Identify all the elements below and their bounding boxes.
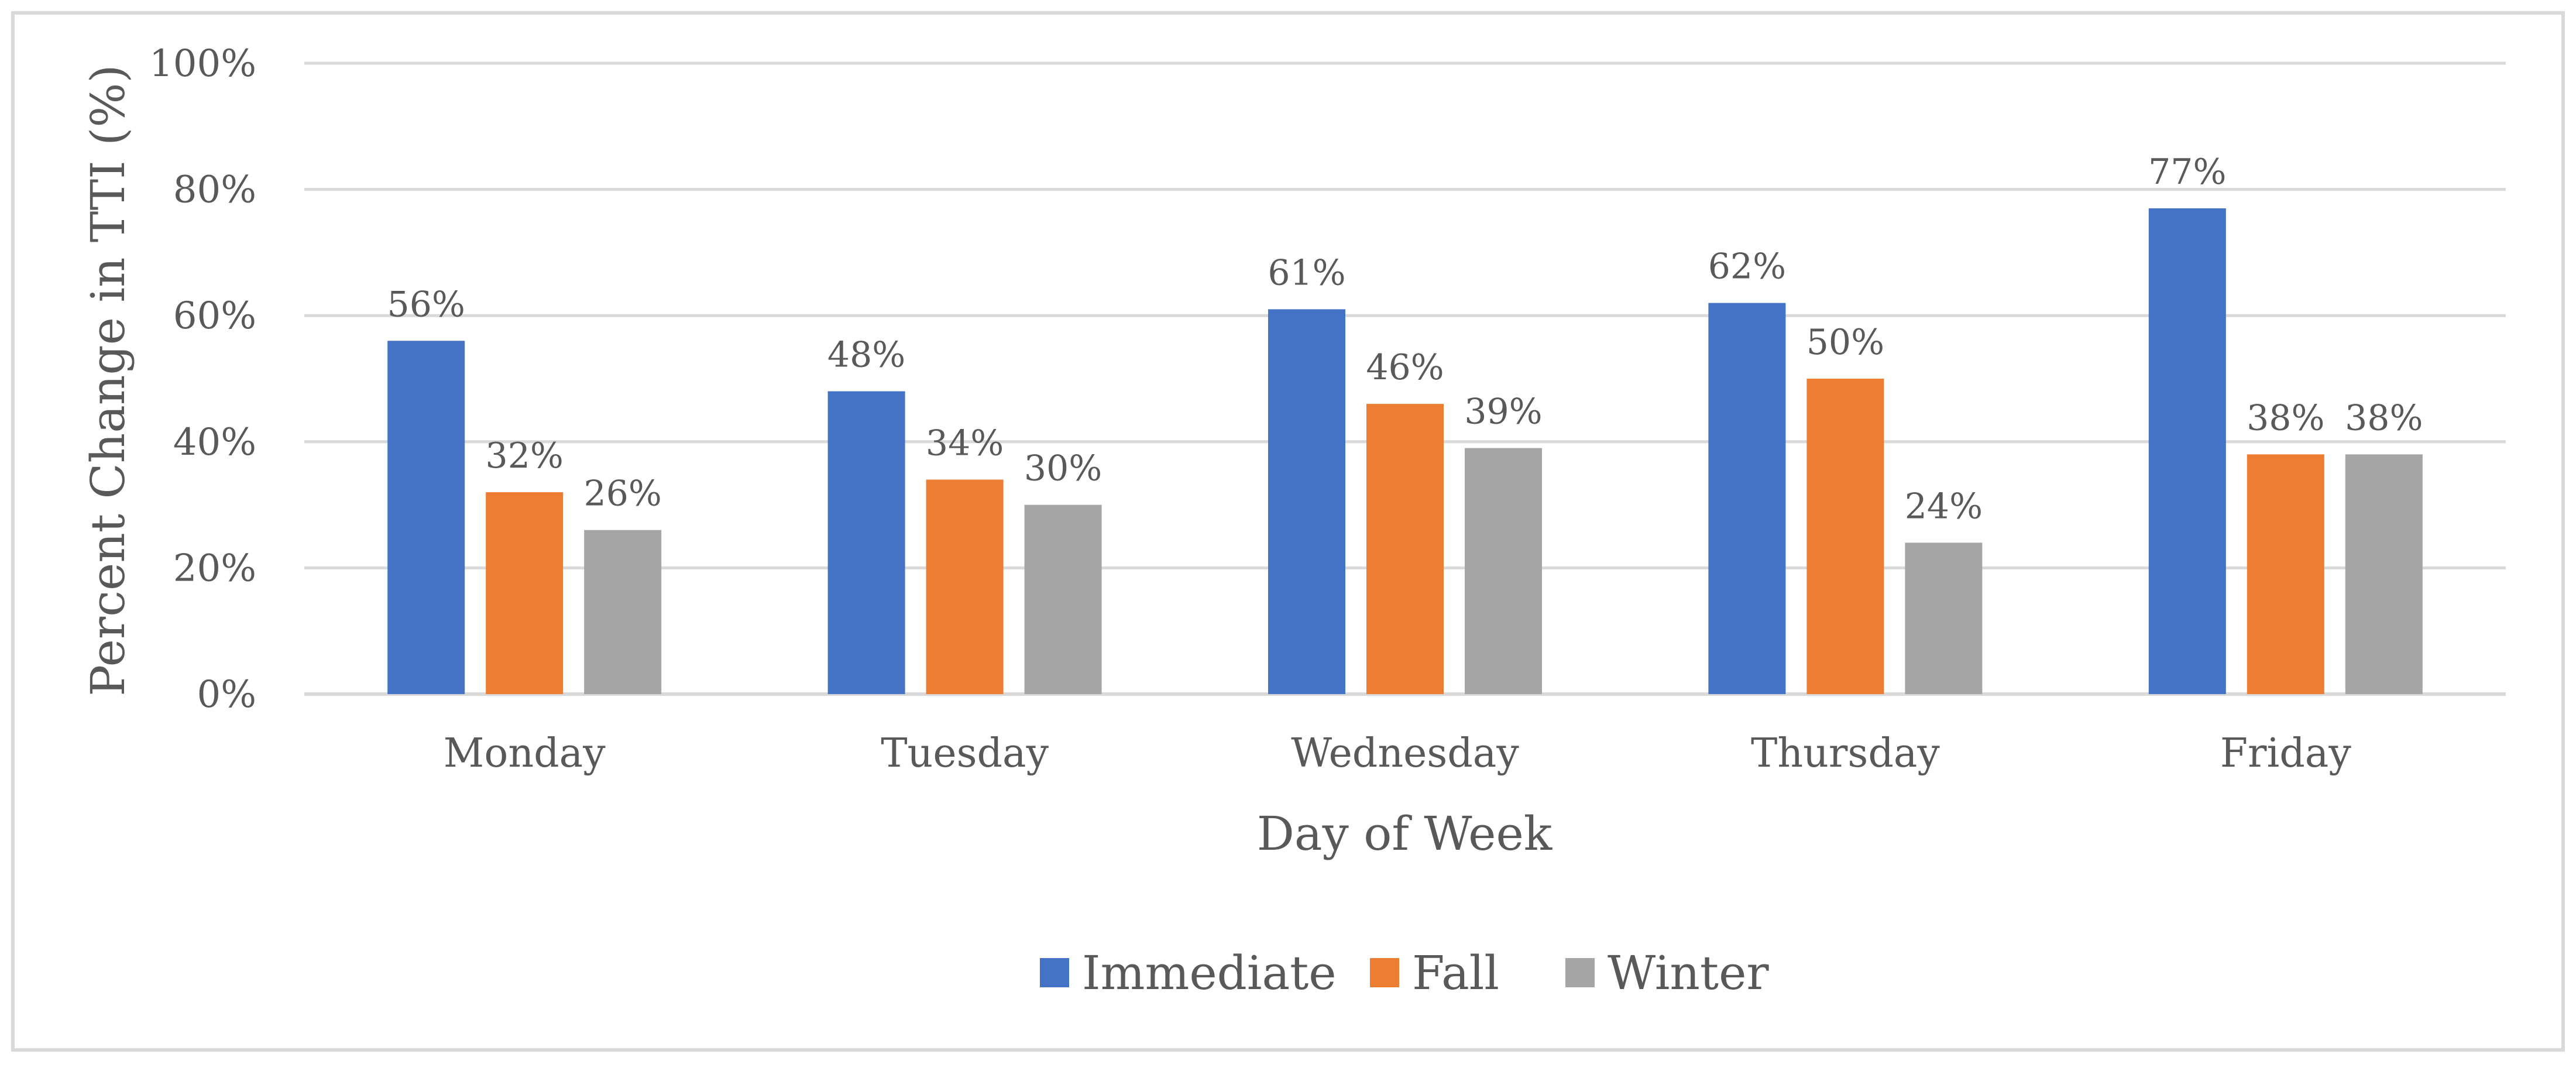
data-label: 34% [926,423,1004,464]
y-axis-title: Percent Change in TTI (%) [81,64,135,696]
x-axis-title: Day of Week [1257,806,1553,861]
data-label: 38% [2345,397,2423,438]
y-tick-label: 80% [173,169,256,212]
bar-immediate-tuesday [827,391,905,694]
bar-winter-wednesday [1465,448,1542,694]
data-label: 50% [1806,322,1884,363]
data-label: 77% [2148,152,2226,193]
legend-swatch-winter [1565,958,1595,987]
data-label: 38% [2247,397,2324,438]
y-axis-ticks: 0% 20% 40% 60% 80% 100% [149,42,256,716]
data-label: 46% [1366,347,1444,388]
y-tick-label: 100% [149,42,256,85]
legend-label-immediate: Immediate [1082,946,1337,1000]
legend: Immediate Fall Winter [1040,946,1769,1000]
x-tick-label: Wednesday [1291,730,1519,777]
data-label: 26% [584,473,662,514]
gridlines [304,61,2506,696]
bar-winter-friday [2345,454,2423,694]
x-tick-label: Tuesday [881,730,1049,777]
legend-label-fall: Fall [1412,946,1499,1000]
bars [387,208,2423,694]
bar-immediate-monday [387,341,465,694]
bar-winter-monday [584,530,662,694]
data-label: 61% [1268,252,1345,293]
x-tick-label: Friday [2220,730,2352,777]
data-label: 62% [1708,246,1786,287]
x-tick-label: Thursday [1751,730,1940,777]
x-axis-ticks: Monday Tuesday Wednesday Thursday Friday [444,730,2352,777]
bar-immediate-friday [2148,208,2226,694]
y-tick-label: 40% [173,421,256,464]
bar-fall-tuesday [926,479,1004,694]
bar-fall-friday [2247,454,2324,694]
data-label: 56% [387,284,465,325]
bar-immediate-wednesday [1268,309,1345,694]
y-tick-label: 0% [197,673,256,716]
legend-swatch-immediate [1040,958,1069,987]
bar-fall-thursday [1806,379,1884,694]
data-label: 24% [1905,486,1983,527]
bar-winter-tuesday [1024,504,1102,694]
legend-swatch-fall [1370,958,1399,987]
bar-fall-monday [486,492,564,694]
data-label: 39% [1464,392,1542,432]
data-labels: 56% 32% 26% 48% 34% 30% 61% 46% 39% 62% 50% 24% 77% 3… [387,152,2423,527]
legend-label-winter: Winter [1608,946,1769,1000]
bar-winter-thursday [1905,543,1983,694]
y-tick-label: 20% [173,547,256,590]
data-label: 30% [1024,448,1102,489]
data-label: 32% [486,435,564,476]
x-tick-label: Monday [444,730,606,777]
bar-immediate-thursday [1708,303,1786,694]
bar-fall-wednesday [1366,404,1444,694]
data-label: 48% [827,335,905,376]
y-tick-label: 60% [173,294,256,338]
